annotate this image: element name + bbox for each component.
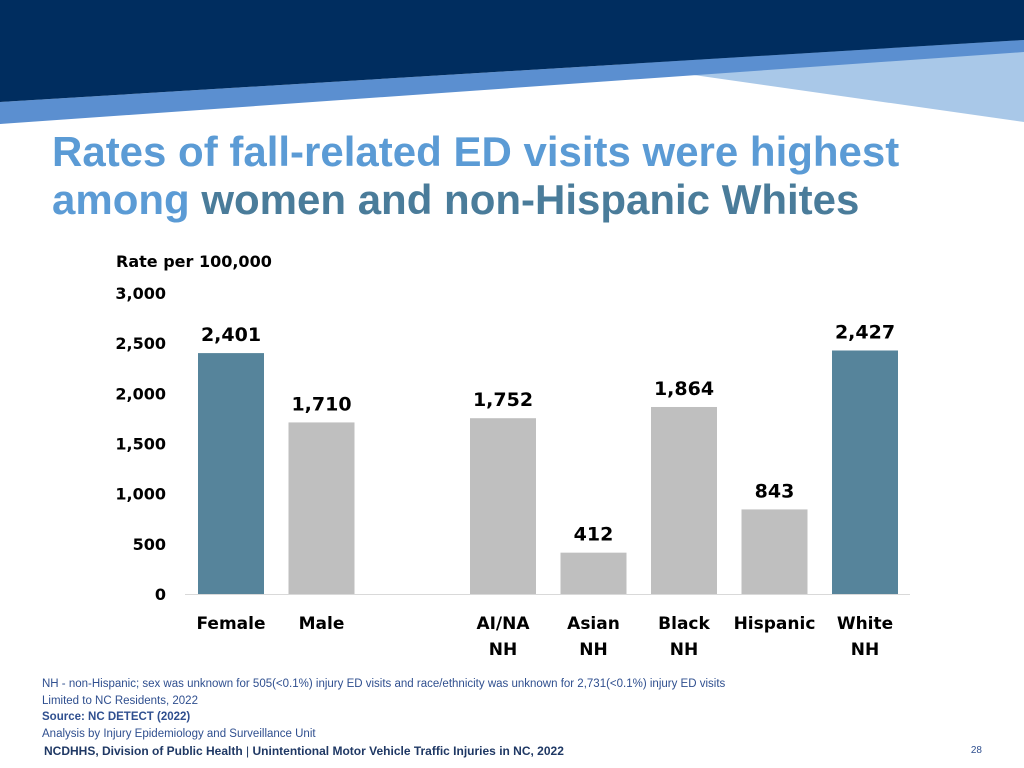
x-category-label: Black bbox=[658, 614, 710, 634]
data-label: 1,710 bbox=[291, 393, 351, 415]
data-label: 843 bbox=[755, 480, 795, 502]
title-line-2-lead: among bbox=[52, 176, 202, 223]
footnotes: NH - non-Hispanic; sex was unknown for 5… bbox=[42, 676, 725, 742]
x-category-label: Male bbox=[299, 614, 345, 634]
x-category-label: NH bbox=[851, 640, 879, 660]
title-line-2-emphasis: women and non-Hispanic Whites bbox=[201, 176, 860, 223]
slide-footer: NCDHHS, Division of Public Health | Unin… bbox=[44, 744, 564, 758]
data-label: 1,864 bbox=[654, 378, 714, 400]
x-category-label: Female bbox=[197, 614, 266, 634]
banner-dark-band bbox=[0, 0, 1024, 102]
y-tick-label: 3,000 bbox=[115, 284, 166, 303]
y-tick-label: 500 bbox=[133, 535, 166, 554]
y-axis-title: Rate per 100,000 bbox=[116, 252, 272, 271]
bar-male bbox=[288, 422, 355, 594]
title-line-1: Rates of fall-related ED visits were hig… bbox=[52, 128, 900, 175]
data-label: 2,401 bbox=[201, 324, 261, 346]
y-tick-label: 0 bbox=[155, 585, 166, 604]
x-category-label: NH bbox=[670, 640, 698, 660]
x-category-label: White bbox=[837, 614, 893, 634]
x-category-label: NH bbox=[579, 640, 607, 660]
x-category-label: AI/NA bbox=[476, 614, 530, 634]
footnote-definitions: NH - non-Hispanic; sex was unknown for 5… bbox=[42, 678, 726, 690]
footer-org: NCDHHS, Division of Public Health bbox=[44, 744, 243, 758]
footer-separator: | bbox=[242, 744, 253, 758]
y-tick-label: 1,500 bbox=[115, 435, 166, 454]
banner-mid-stripe bbox=[0, 40, 1024, 124]
y-tick-label: 2,000 bbox=[115, 384, 166, 403]
x-category-label: Hispanic bbox=[734, 614, 816, 634]
y-tick-label: 2,500 bbox=[115, 334, 166, 353]
footnote-residency: Limited to NC Residents, 2022 bbox=[42, 694, 198, 707]
y-tick-label: 1,000 bbox=[115, 485, 166, 504]
x-category-label: Asian bbox=[567, 614, 620, 634]
x-category-label: NH bbox=[489, 640, 517, 660]
data-label: 2,427 bbox=[835, 321, 895, 343]
bar-hispanic bbox=[741, 509, 808, 594]
bar-white-nh bbox=[832, 350, 898, 594]
bar-ai-na-nh bbox=[470, 418, 536, 594]
bar-female bbox=[198, 353, 264, 594]
page-number: 28 bbox=[970, 745, 982, 756]
footnote-analysis: Analysis by Injury Epidemiology and Surv… bbox=[42, 727, 316, 740]
bar-asian-nh bbox=[560, 552, 627, 594]
data-label: 1,752 bbox=[473, 389, 533, 411]
bar-chart: Rate per 100,000 0 500 1,000 1,500 2,000 2,500… bbox=[115, 252, 910, 660]
bar-black-nh bbox=[651, 406, 717, 594]
header-banner bbox=[0, 0, 1024, 124]
slide-title: Rates of fall-related ED visits were hig… bbox=[52, 128, 899, 224]
data-label: 412 bbox=[574, 524, 614, 546]
footnote-source: Source: NC DETECT (2022) bbox=[42, 711, 191, 723]
footer-report: Unintentional Motor Vehicle Traffic Inju… bbox=[252, 744, 564, 758]
